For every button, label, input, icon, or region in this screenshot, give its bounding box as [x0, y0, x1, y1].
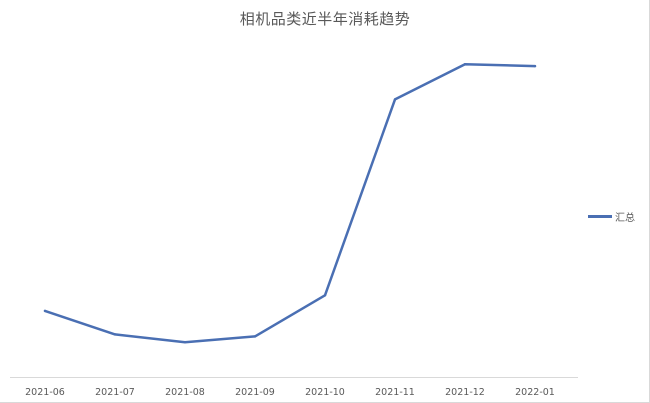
legend-swatch — [588, 214, 612, 218]
data-point — [253, 335, 257, 338]
data-point — [323, 294, 327, 297]
chart-title: 相机品类近半年消耗趋势 — [239, 10, 411, 28]
data-point — [463, 62, 467, 66]
data-point — [183, 341, 187, 344]
x-tick-label: 2021-08 — [165, 387, 205, 398]
x-tick-label: 2021-06 — [25, 387, 65, 398]
data-point — [393, 98, 397, 101]
x-tick-labels: 2021-06 2021-07 2021-08 2021-09 2021-10 2021-… — [25, 387, 555, 398]
x-tick-label: 2021-10 — [305, 387, 345, 398]
series-line — [43, 62, 537, 344]
legend-label: 汇总 — [615, 212, 635, 224]
series-layer — [43, 62, 537, 344]
x-tick-label: 2021-07 — [95, 387, 135, 398]
x-tick-label: 2021-12 — [445, 387, 485, 398]
x-tick-label: 2021-11 — [375, 387, 415, 398]
data-point — [113, 333, 117, 336]
data-point — [533, 64, 537, 68]
legend: 汇总 — [588, 208, 635, 224]
data-point — [43, 309, 47, 313]
x-tick-label: 2021-09 — [235, 387, 275, 398]
x-tick-label: 2022-01 — [515, 387, 555, 398]
